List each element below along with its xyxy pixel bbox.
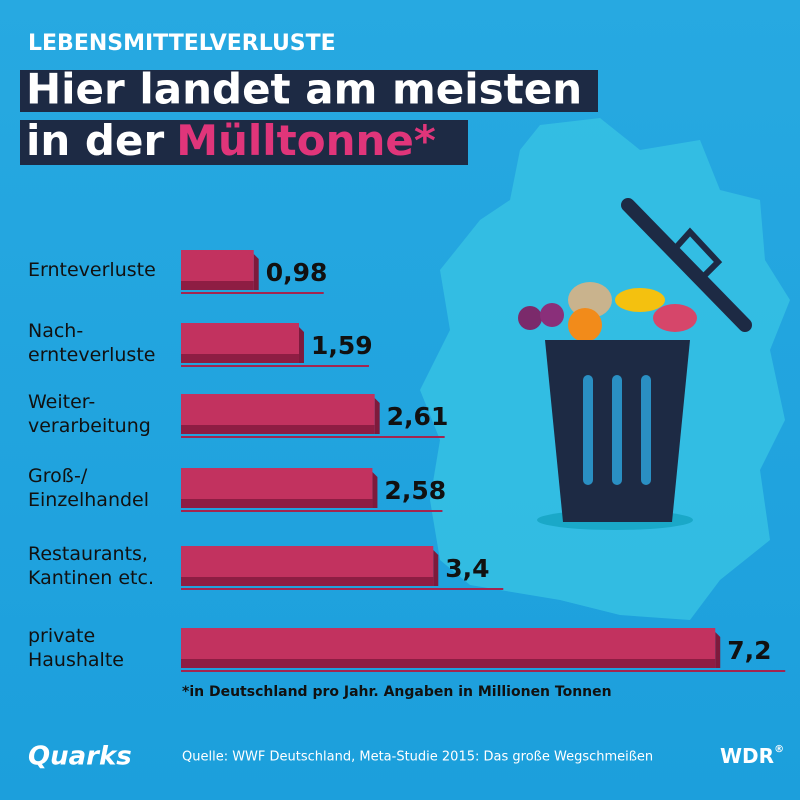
footnote: *in Deutschland pro Jahr. Angaben in Mil… [182,684,612,700]
title-backdrop [20,120,468,165]
bar-bottom [181,425,375,434]
kicker: LEBENSMITTELVERLUSTE [28,31,336,56]
title-part: in der [26,116,164,165]
category-label: Ernteverluste [28,259,156,281]
category-label: Nach- ernteverluste [28,320,156,366]
bar-side [253,254,259,290]
bar-bottom [181,281,254,290]
bar-side [374,398,380,434]
source: Quelle: WWF Deutschland, Meta-Studie 201… [182,750,653,765]
bar-bottom [181,499,373,508]
value-label: 1,59 [311,331,373,360]
title-backdrop [20,70,598,112]
logo-wdr-text: WDR [720,744,774,768]
bar-bottom [181,354,299,363]
bar-side [433,550,439,586]
value-label: 2,58 [384,476,446,505]
value-label: 2,61 [387,402,449,431]
logo-wdr-mark: ® [774,744,784,755]
category-label: Groß-/ Einzelhandel [28,465,150,511]
category-label: Weiter- verarbeitung [28,391,151,437]
category-label: Restaurants, Kantinen etc. [28,543,154,589]
bar-side [372,472,378,508]
title-highlight: Mülltonne* [176,116,436,165]
bar-bottom [181,659,716,668]
value-label: 7,2 [727,636,771,665]
trash-can [518,198,752,530]
category-label: private Haushalte [28,625,124,671]
value-label: 0,98 [266,258,328,287]
title: in der Mülltonne* [26,116,436,165]
bar-side [298,327,304,363]
logo-wdr: WDR® [720,744,784,768]
logo-quarks: Quarks [28,742,132,772]
bar-side [715,632,721,668]
value-label: 3,4 [445,554,489,583]
bar-bottom [181,577,434,586]
title: Hier landet am meisten [26,65,582,114]
